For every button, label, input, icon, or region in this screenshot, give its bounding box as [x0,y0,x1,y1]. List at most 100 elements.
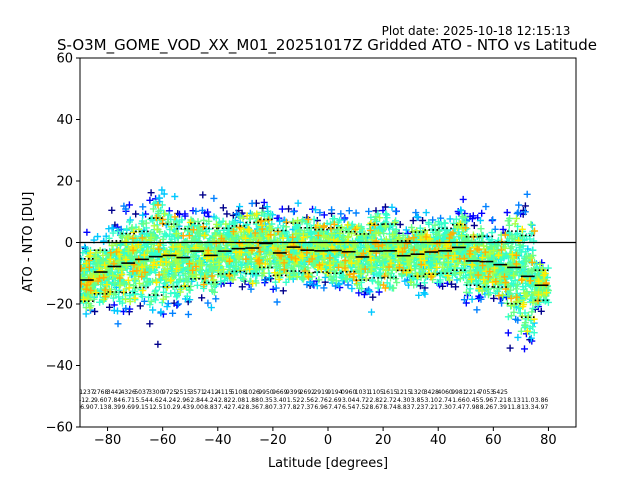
bin-std-label: 7.23 [411,404,425,411]
bin-std-label: 8.36 [246,404,260,411]
bin-count-label: 4115 [217,389,232,396]
bin-count-label: 3571 [189,389,204,396]
bin-count-label: 1615 [382,389,397,396]
bin-mean-label: 2.82 [218,397,232,404]
bin-std-label: 6.54 [342,404,356,411]
bin-mean-label: 3.10 [425,397,439,404]
bin-count-label: 9725 [162,389,177,396]
bin-mean-label: -12.2 [79,397,95,404]
plot-date: Plot date: 2025-10-18 12:15:13 [382,24,571,38]
bin-mean-label: 2.74 [438,397,452,404]
bin-std-label: 6.96 [314,404,328,411]
bin-mean-label: 4.24 [204,397,218,404]
bin-count-label: 5108 [231,389,246,396]
y-axis-ticks: −60 −40 −20 0 20 40 60 [46,52,80,436]
bin-mean-label: 0.35 [259,397,273,404]
bin-std-label: 8.26 [480,404,494,411]
bin-count-label: 3300 [148,389,163,396]
bin-count-label: 2692 [300,389,315,396]
bin-std-label: 7.47 [452,404,466,411]
bin-count-label: 4060 [437,389,452,396]
bin-count-label: 3428 [424,389,439,396]
bin-count-label: 1320 [410,389,425,396]
bin-std-label: 7.82 [287,404,301,411]
bin-std-label: 7.47 [328,404,342,411]
bin-mean-label: 2.72 [383,397,397,404]
bin-count-label: 4326 [121,389,136,396]
bin-count-label: 5037 [134,389,149,396]
bin-std-label: 13.3 [521,404,535,411]
bin-std-label: 8.67 [370,404,384,411]
x-axis-ticks: −80 −60 −40 −20 0 20 40 60 80 [94,427,557,448]
bin-count-label: 1237 [79,389,94,396]
bin-count-label: 1215 [396,389,411,396]
x-tick-label: 80 [540,433,557,448]
bin-std-label: 7.98 [466,404,480,411]
bin-std-label: 10.2 [163,404,177,411]
mean-line-layer [80,242,549,287]
bin-mean-label: 4.30 [397,397,411,404]
bin-mean-label: 2.08 [232,397,246,404]
y-tick-label: −20 [46,298,73,313]
bin-mean-label: 4.72 [356,397,370,404]
bin-std-label: 6.90 [80,404,94,411]
bin-std-label: 7.30 [438,404,452,411]
bin-std-label: 9.00 [190,404,204,411]
bin-count-label: 9669 [272,389,287,396]
bin-std-label: 4.97 [535,404,549,411]
x-tick-label: 60 [485,433,502,448]
bin-count-label: 2919 [313,389,328,396]
bin-count-label: 2412 [203,389,218,396]
bin-mean-label: 2.84 [190,397,204,404]
bin-mean-label: 5.96 [480,397,494,404]
bin-std-label: 7.37 [273,404,287,411]
bin-mean-label: 3.04 [342,397,356,404]
y-tick-label: −60 [46,421,73,436]
y-tick-label: 60 [56,52,73,67]
bin-std-label: 7.13 [94,404,108,411]
bin-mean-label: 2.76 [314,397,328,404]
bin-mean-label: 8.13 [507,397,521,404]
bin-mean-label: 9.60 [94,397,108,404]
bin-std-label: 8.39 [108,404,122,411]
bin-std-label: 7.37 [301,404,315,411]
bin-std-label: 8.83 [397,404,411,411]
bin-mean-label: 4.24 [163,397,177,404]
bin-mean-label: 2.82 [370,397,384,404]
bin-mean-label: 3.40 [273,397,287,404]
bin-std-label: 12.5 [149,404,163,411]
bin-mean-label: 1.66 [452,397,466,404]
x-tick-label: −80 [94,433,121,448]
y-tick-label: −40 [46,359,73,374]
bin-mean-label: 5.54 [135,397,149,404]
bin-mean-label: 3.86 [535,397,549,404]
bin-mean-label: 7.21 [494,397,508,404]
x-tick-label: −20 [259,433,286,448]
bin-std-label: 9.69 [122,404,136,411]
bin-count-label: 2768 [93,389,108,396]
bin-std-label: 7.42 [232,404,246,411]
bin-std-label: 9.15 [135,404,149,411]
bin-std-label: 7.21 [425,404,439,411]
bin-std-label: 8.74 [383,404,397,411]
bin-count-label: 0960 [341,389,356,396]
bin-mean-label: 2.56 [301,397,315,404]
bin-mean-label: 6.71 [122,397,136,404]
bin-count-label: 9194 [327,389,342,396]
bin-mean-label: 1.52 [287,397,301,404]
bin-count-label: 1105 [369,389,384,396]
bin-count-label: 2214 [465,389,480,396]
bin-std-label: 8.83 [204,404,218,411]
bin-count-label: 5425 [493,389,508,396]
bin-mean-label: 2.69 [328,397,342,404]
bin-std-label: 7.52 [356,404,370,411]
bin-mean-label: 7.84 [108,397,122,404]
bin-count-label: 9399 [286,389,301,396]
bin-count-label: 2515 [176,389,191,396]
y-tick-label: 0 [65,236,73,251]
bin-std-label: 7.39 [494,404,508,411]
bin-count-label: 1031 [355,389,370,396]
bin-std-label: 9.43 [177,404,191,411]
bin-count-label: 9950 [258,389,273,396]
